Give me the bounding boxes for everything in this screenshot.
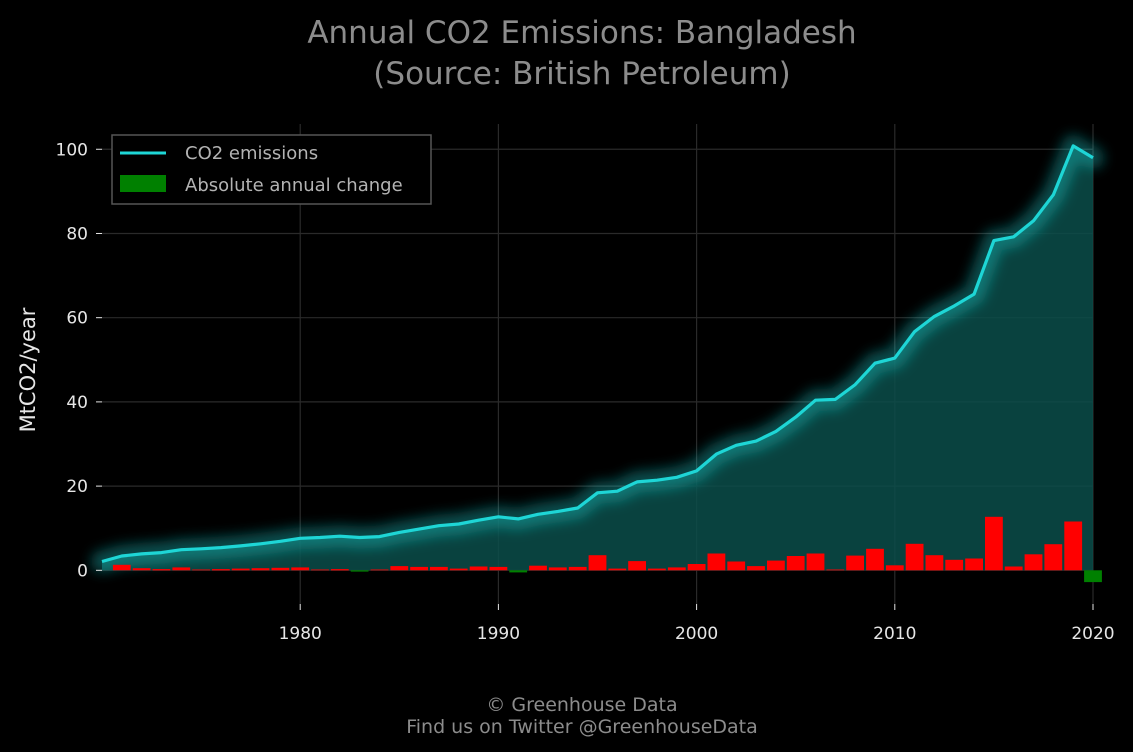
x-tick-label: 2000 <box>675 624 718 644</box>
annual-change-bar <box>806 553 825 571</box>
legend: CO2 emissions Absolute annual change <box>111 134 432 205</box>
annual-change-bar <box>965 558 983 571</box>
y-tick-label: 80 <box>66 224 88 244</box>
annual-change-bar <box>509 570 528 573</box>
emissions-area <box>102 145 1093 571</box>
annual-change-bar <box>231 568 250 571</box>
annual-change-bar <box>489 566 508 571</box>
legend-box <box>111 134 432 205</box>
x-axis: 1980 1990 2000 2010 2020 <box>279 604 1115 644</box>
y-axis-label: MtCO2/year <box>16 307 40 432</box>
annual-change-bar <box>410 566 428 571</box>
annual-change-bar <box>985 516 1003 571</box>
annual-change-bar <box>311 569 329 571</box>
annual-change-bar <box>1064 521 1083 571</box>
annual-change-bar <box>905 543 924 571</box>
annual-change-bar <box>251 568 270 571</box>
annual-change-bar <box>687 564 706 571</box>
annual-change-bar <box>866 548 884 571</box>
annual-change-bar <box>548 567 567 571</box>
x-tick-label: 2020 <box>1071 624 1114 644</box>
y-axis: 0 20 40 60 80 100 <box>56 140 102 581</box>
annual-change-bar <box>747 566 765 571</box>
annual-change-bar <box>212 569 230 571</box>
annual-change-bar <box>826 569 845 571</box>
emissions-area-fill <box>102 145 1093 571</box>
x-tick-label: 1990 <box>477 624 520 644</box>
x-tick-label: 1980 <box>279 624 322 644</box>
annual-change-bar <box>370 569 389 571</box>
annual-change-bar <box>786 556 805 571</box>
annual-change-bar <box>707 553 726 571</box>
annual-change-bar <box>350 570 369 572</box>
annual-change-bar <box>1044 544 1063 571</box>
annual-change-bar <box>667 567 686 571</box>
annual-change-bar <box>469 566 488 571</box>
emissions-line-layer <box>101 144 1094 564</box>
annual-change-bar <box>1004 566 1023 571</box>
annual-change-bar <box>172 567 191 571</box>
annual-change-bar <box>945 559 964 571</box>
annual-change-bar <box>925 555 944 571</box>
annual-change-bar <box>885 565 904 571</box>
annual-change-bar <box>727 561 746 571</box>
annual-change-bar <box>568 566 587 571</box>
y-tick-label: 0 <box>77 561 88 581</box>
annual-change-bar <box>291 567 310 571</box>
annual-change-bar <box>628 561 646 571</box>
annual-change-bar <box>588 555 607 571</box>
annual-change-bar <box>1024 554 1043 571</box>
annual-change-bar <box>192 569 210 571</box>
legend-item-co2: CO2 emissions <box>185 143 318 164</box>
y-tick-label: 60 <box>66 309 88 329</box>
y-tick-label: 40 <box>66 393 88 413</box>
legend-item-change: Absolute annual change <box>185 175 403 196</box>
annual-change-bar <box>112 564 131 571</box>
annual-change-bar <box>390 566 409 571</box>
x-tick-label: 2010 <box>873 624 916 644</box>
annual-change-bars <box>112 516 1102 583</box>
chart-title: Annual CO2 Emissions: Bangladesh <box>307 15 856 51</box>
footer-credit: © Greenhouse Data <box>486 694 677 716</box>
annual-change-bar <box>132 568 151 571</box>
annual-change-bar <box>648 568 666 571</box>
annual-change-bar <box>271 567 290 571</box>
annual-change-bar <box>1084 570 1102 583</box>
y-tick-label: 20 <box>66 477 88 497</box>
footer-twitter: Find us on Twitter @GreenhouseData <box>406 716 758 738</box>
annual-change-bar <box>449 568 468 571</box>
annual-change-bar <box>608 568 627 571</box>
annual-change-bar <box>767 560 785 571</box>
annual-change-bar <box>330 569 349 571</box>
annual-change-bar <box>430 566 448 571</box>
legend-bar-swatch <box>120 175 166 192</box>
emissions-line <box>101 144 1094 564</box>
annual-change-bar <box>152 569 171 571</box>
chart-subtitle: (Source: British Petroleum) <box>373 56 790 92</box>
y-tick-label: 100 <box>56 140 88 160</box>
annual-change-bar <box>529 565 547 571</box>
annual-change-bar <box>846 555 864 571</box>
